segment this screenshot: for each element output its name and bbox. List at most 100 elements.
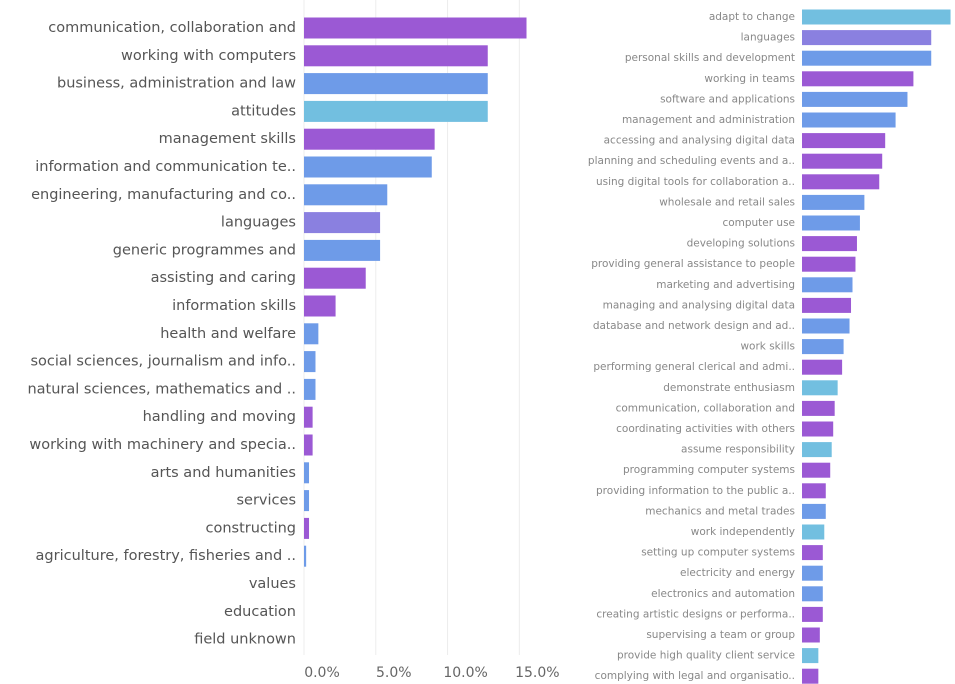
bar <box>802 50 932 66</box>
category-label: complying with legal and organisatio.. <box>595 670 795 682</box>
category-label: health and welfare <box>160 326 296 342</box>
bar <box>802 359 843 375</box>
category-label: attitudes <box>231 103 296 119</box>
category-label: field unknown <box>194 632 296 648</box>
category-label: communication, collaboration and <box>48 20 296 36</box>
bar <box>802 133 886 149</box>
category-label: adapt to change <box>709 11 795 23</box>
category-label: natural sciences, mathematics and .. <box>27 381 296 397</box>
bar <box>304 156 432 178</box>
category-label: assisting and caring <box>151 270 296 286</box>
category-label: setting up computer systems <box>641 547 795 559</box>
bar <box>802 112 896 128</box>
bar <box>304 406 313 428</box>
bar <box>802 256 856 272</box>
bar <box>304 378 316 400</box>
category-label: using digital tools for collaboration a.… <box>596 176 795 188</box>
bar <box>304 184 388 206</box>
category-label: generic programmes and <box>113 242 296 258</box>
bar <box>802 483 826 499</box>
x-tick-label: 15.0% <box>515 665 559 681</box>
bar <box>802 503 826 519</box>
category-label: database and network design and ad.. <box>593 320 795 332</box>
category-label: working in teams <box>704 73 795 85</box>
bar <box>802 71 914 87</box>
category-label: wholesale and retail sales <box>659 196 795 208</box>
category-label: services <box>237 493 297 509</box>
category-label: managing and analysing digital data <box>603 299 795 311</box>
category-label: providing information to the public a.. <box>596 485 795 497</box>
bar <box>802 215 860 231</box>
category-label: providing general assistance to people <box>591 258 795 270</box>
bar <box>304 100 488 122</box>
bar <box>802 606 823 622</box>
bar <box>304 239 381 261</box>
category-label: handling and moving <box>143 409 296 425</box>
category-label: electricity and energy <box>680 567 795 579</box>
category-label: working with computers <box>121 48 296 64</box>
category-label: education <box>224 604 296 620</box>
category-label: engineering, manufacturing and co.. <box>31 187 296 203</box>
category-label: languages <box>221 215 296 231</box>
category-label: demonstrate enthusiasm <box>663 382 795 394</box>
bar <box>802 236 857 252</box>
bar <box>304 267 366 289</box>
category-label: accessing and analysing digital data <box>604 135 795 147</box>
category-label: programming computer systems <box>623 464 795 476</box>
bar <box>304 295 336 317</box>
bar <box>802 380 838 396</box>
category-label: business, administration and law <box>57 76 296 92</box>
category-label: communication, collaboration and <box>616 402 795 414</box>
category-label: languages <box>741 32 795 44</box>
category-label: assume responsibility <box>681 444 795 456</box>
bar <box>304 128 435 150</box>
bar <box>802 277 853 293</box>
category-label: management and administration <box>622 114 795 126</box>
category-label: provide high quality client service <box>617 650 795 662</box>
category-label: supervising a team or group <box>646 629 795 641</box>
category-label: mechanics and metal trades <box>645 505 795 517</box>
bar <box>802 586 823 602</box>
bar <box>304 212 381 234</box>
bar <box>802 565 823 581</box>
bar <box>802 339 844 355</box>
category-label: working with machinery and specia.. <box>29 437 296 453</box>
bar <box>802 153 883 169</box>
bar <box>304 545 307 567</box>
category-label: work skills <box>740 341 795 353</box>
category-label: performing general clerical and admi.. <box>593 361 795 373</box>
category-label: coordinating activities with others <box>616 423 795 435</box>
bar <box>304 73 488 95</box>
bar <box>304 490 310 512</box>
bar <box>802 627 820 643</box>
category-label: information and communication te.. <box>35 159 296 175</box>
bar <box>802 194 865 210</box>
category-label: planning and scheduling events and a.. <box>588 155 795 167</box>
category-label: information skills <box>172 298 296 314</box>
bar <box>304 517 310 539</box>
bar <box>802 524 825 540</box>
bar <box>802 91 908 107</box>
x-tick-label: 10.0% <box>443 665 487 681</box>
x-tick-label: 5.0% <box>376 665 412 681</box>
category-label: marketing and advertising <box>656 279 795 291</box>
bar <box>304 462 310 484</box>
category-label: personal skills and development <box>625 52 795 64</box>
category-label: agriculture, forestry, fisheries and .. <box>36 548 296 564</box>
bar <box>802 297 852 313</box>
bar <box>802 462 831 478</box>
bar <box>802 9 951 25</box>
category-label: constructing <box>205 520 296 536</box>
category-label: management skills <box>159 131 296 147</box>
bar <box>304 434 313 456</box>
category-label: software and applications <box>660 93 795 105</box>
category-label: social sciences, journalism and info.. <box>30 354 296 370</box>
bar <box>304 45 488 67</box>
bar <box>802 421 834 437</box>
bar <box>304 323 319 345</box>
category-label: values <box>249 576 296 592</box>
bar <box>802 668 819 684</box>
category-label: developing solutions <box>687 238 795 250</box>
bar <box>802 400 835 416</box>
